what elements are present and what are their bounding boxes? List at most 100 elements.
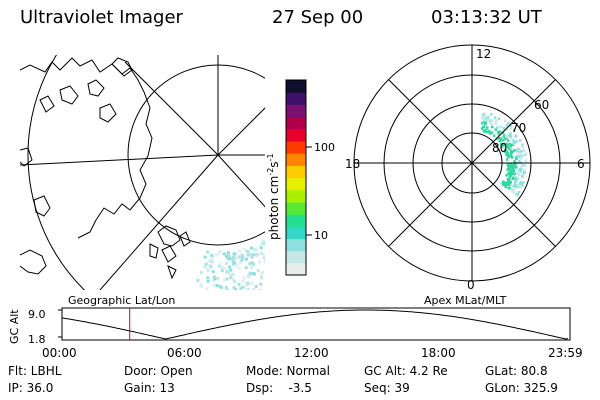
ip-value: IP: 36.0 <box>8 381 54 395</box>
aurora-pixel <box>519 154 523 157</box>
colorbar-cell <box>286 189 306 203</box>
aurora-pixel <box>365 153 368 156</box>
aurora-pixel <box>380 140 383 143</box>
aurora-pixel <box>231 258 235 262</box>
aurora-pixel <box>296 73 299 76</box>
aurora-pixel <box>345 230 348 233</box>
aurora-pixel <box>516 183 519 187</box>
aurora-pixel <box>354 204 357 207</box>
aurora-pixel <box>274 271 277 274</box>
aurora-pixel <box>271 283 274 286</box>
aurora-pixel <box>481 114 484 118</box>
aurora-pixel <box>387 168 390 171</box>
aurora-pixel <box>275 269 278 272</box>
aurora-pixel <box>368 110 371 113</box>
aurora-pixel <box>338 73 341 76</box>
aurora-pixel <box>331 160 334 163</box>
aurora-pixel <box>375 102 378 105</box>
timeline-ylabel: GC Alt <box>8 309 21 344</box>
aurora-pixel <box>309 230 312 233</box>
aurora-pixel <box>307 197 310 200</box>
aurora-pixel <box>509 174 512 178</box>
aurora-pixel <box>374 263 377 266</box>
aurora-pixel <box>234 291 237 294</box>
mlat-label-70: 70 <box>511 121 526 135</box>
aurora-pixel <box>384 201 387 204</box>
aurora-pixel <box>336 87 339 90</box>
aurora-pixel <box>306 91 309 94</box>
mlt-label-18: 18 <box>345 157 360 171</box>
aurora-pixel <box>387 212 390 215</box>
aurora-pixel <box>360 93 363 96</box>
aurora-pixel <box>349 86 352 89</box>
aurora-pixel <box>379 199 382 202</box>
aurora-pixel <box>345 77 348 80</box>
aurora-pixel <box>370 233 373 236</box>
aurora-pixel <box>523 164 526 167</box>
colorbar-cell <box>286 92 306 105</box>
aurora-pixel <box>351 136 354 139</box>
aurora-pixel <box>313 187 316 190</box>
aurora-pixel <box>335 202 338 205</box>
aurora-pixel <box>324 108 327 111</box>
aurora-pixel <box>334 72 337 75</box>
aurora-pixel <box>359 229 362 232</box>
aurora-pixel <box>512 139 515 143</box>
aurora-pixel <box>329 105 332 108</box>
aurora-pixel <box>320 173 323 176</box>
aurora-pixel <box>323 222 326 225</box>
aurora-pixel <box>298 72 301 75</box>
aurora-pixel <box>345 213 348 216</box>
aurora-pixel <box>336 267 339 270</box>
aurora-pixel <box>307 240 310 243</box>
aurora-pixel <box>306 195 309 198</box>
aurora-pixel <box>382 179 385 182</box>
aurora-pixel <box>352 214 355 217</box>
aurora-pixel <box>319 261 322 264</box>
aurora-pixel <box>398 156 401 159</box>
aurora-pixel <box>278 272 281 275</box>
aurora-pixel <box>281 238 284 241</box>
aurora-pixel <box>308 202 311 205</box>
aurora-pixel <box>403 170 406 173</box>
aurora-pixel <box>512 184 516 188</box>
aurora-pixel <box>324 118 327 121</box>
aurora-pixel <box>309 85 312 88</box>
aurora-pixel <box>361 133 364 136</box>
aurora-pixel <box>270 286 273 289</box>
aurora-pixel <box>316 130 319 133</box>
aurora-pixel <box>362 136 365 139</box>
aurora-pixel <box>519 186 522 189</box>
aurora-pixel <box>344 112 347 115</box>
aurora-pixel <box>307 93 310 96</box>
aurora-pixel <box>404 147 407 150</box>
aurora-pixel <box>257 260 261 264</box>
aurora-pixel <box>514 166 518 169</box>
aurora-pixel <box>318 128 321 131</box>
aurora-pixel <box>327 87 330 90</box>
aurora-pixel <box>361 80 364 83</box>
aurora-pixel <box>325 135 328 138</box>
aurora-pixel <box>505 137 508 140</box>
aurora-pixel <box>340 117 343 120</box>
aurora-pixel <box>315 113 318 116</box>
aurora-pixel <box>245 283 249 287</box>
aurora-pixel <box>317 61 320 64</box>
aurora-pixel <box>332 196 335 199</box>
aurora-pixel <box>331 108 334 111</box>
aurora-pixel <box>212 283 216 287</box>
aurora-pixel <box>344 180 347 183</box>
aurora-pixel <box>508 168 511 171</box>
aurora-pixel <box>322 166 325 169</box>
aurora-pixel <box>316 136 319 139</box>
aurora-pixel <box>378 167 381 170</box>
aurora-pixel <box>513 164 516 167</box>
aurora-pixel <box>359 275 362 278</box>
aurora-pixel <box>364 115 367 118</box>
aurora-pixel <box>244 257 248 261</box>
aurora-pixel <box>337 248 340 251</box>
aurora-pixel <box>394 167 397 170</box>
aurora-pixel <box>520 163 524 166</box>
aurora-pixel <box>513 143 516 146</box>
aurora-pixel <box>306 251 309 254</box>
